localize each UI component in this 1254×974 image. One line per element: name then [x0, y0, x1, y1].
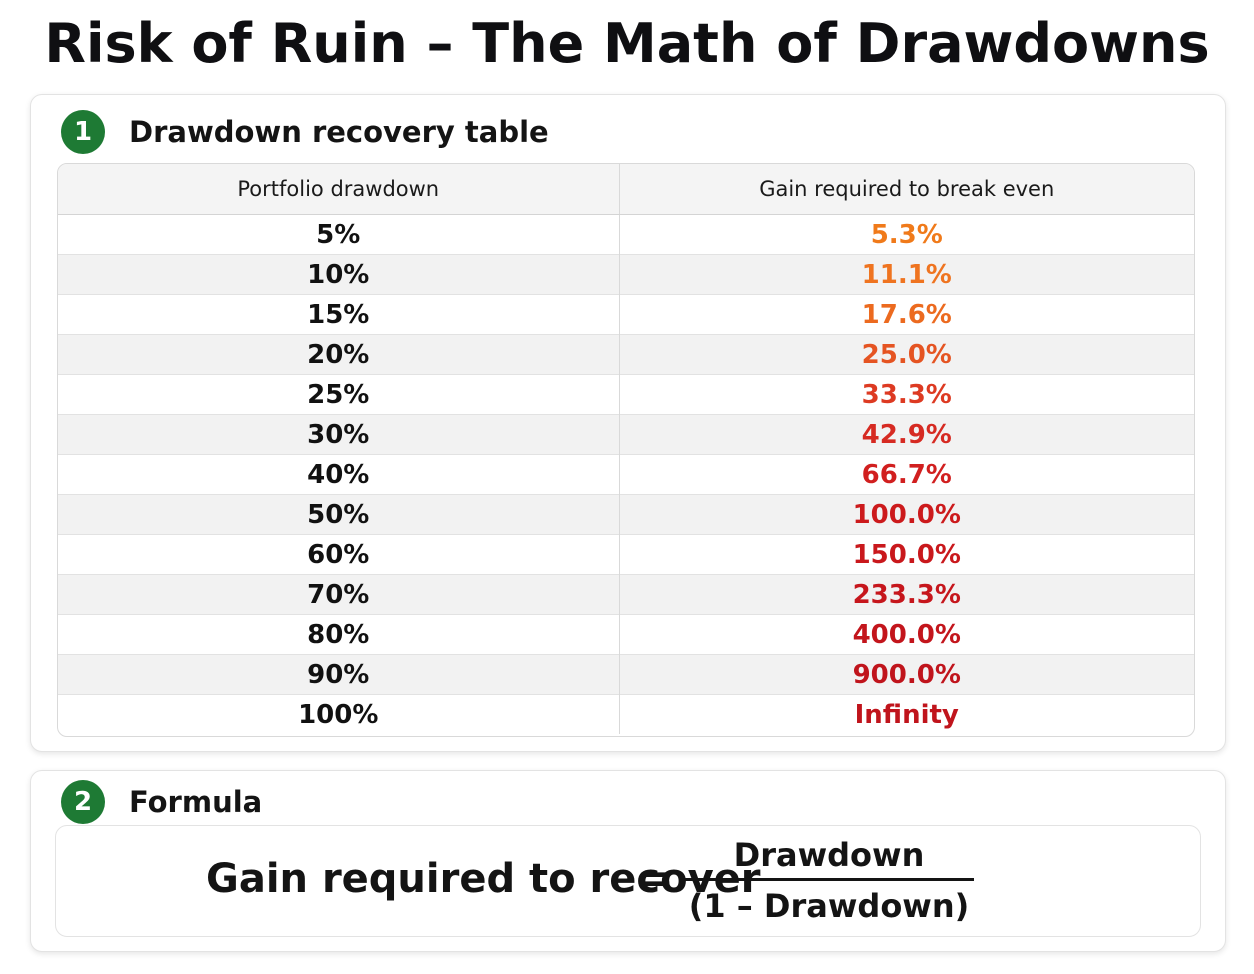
table-row: 40% 66.7%: [58, 454, 1194, 495]
section-header-table: 1 Drawdown recovery table: [61, 109, 549, 155]
table-row: 70% 233.3%: [58, 574, 1194, 615]
gain-required-cell: 17.6%: [619, 294, 1194, 335]
gain-required-cell: 66.7%: [619, 454, 1194, 495]
drawdown-cell: 80%: [58, 614, 620, 655]
drawdown-cell: 60%: [58, 534, 620, 575]
gain-required-cell: 25.0%: [619, 334, 1194, 375]
drawdown-cell: 100%: [58, 694, 620, 734]
drawdown-cell: 10%: [58, 254, 620, 295]
formula-left-side: Gain required to recover: [206, 856, 761, 902]
column-header-gain: Gain required to break even: [619, 164, 1194, 215]
section-title: Drawdown recovery table: [129, 115, 549, 149]
table-row: 90% 900.0%: [58, 654, 1194, 695]
table-row: 20% 25.0%: [58, 334, 1194, 375]
drawdown-cell: 25%: [58, 374, 620, 415]
recovery-table-card: 1 Drawdown recovery table Portfolio draw…: [30, 94, 1226, 752]
fraction-bar: [684, 878, 974, 881]
section-header-formula: 2 Formula: [61, 779, 262, 825]
gain-required-cell: 11.1%: [619, 254, 1194, 295]
drawdown-cell: 90%: [58, 654, 620, 695]
section-title: Formula: [129, 785, 263, 819]
gain-required-cell: 100.0%: [619, 494, 1194, 535]
drawdown-cell: 30%: [58, 414, 620, 455]
drawdown-cell: 70%: [58, 574, 620, 615]
table-row: 10% 11.1%: [58, 254, 1194, 295]
gain-required-cell: 400.0%: [619, 614, 1194, 655]
drawdown-cell: 20%: [58, 334, 620, 375]
column-header-drawdown: Portfolio drawdown: [58, 164, 620, 215]
formula-denominator: (1 – Drawdown): [688, 887, 970, 925]
gain-required-cell: 233.3%: [619, 574, 1194, 615]
table-body: 5% 5.3% 10% 11.1% 15% 17.6% 20% 25.0% 25% 33.3% 30…: [58, 214, 1194, 734]
table-row: 30% 42.9%: [58, 414, 1194, 455]
page-title: Risk of Ruin – The Math of Drawdowns: [44, 12, 1210, 75]
gain-required-cell: 33.3%: [619, 374, 1194, 415]
formula-equals-sign: =: [640, 856, 674, 902]
formula-card: 2 Formula Gain required to recover = Dra…: [30, 770, 1226, 952]
table-header-row: Portfolio drawdown Gain required to brea…: [58, 164, 1194, 215]
formula-box: Gain required to recover = Drawdown (1 –…: [55, 825, 1201, 937]
table-row: 15% 17.6%: [58, 294, 1194, 335]
drawdown-cell: 50%: [58, 494, 620, 535]
gain-required-cell: 150.0%: [619, 534, 1194, 575]
drawdown-cell: 5%: [58, 214, 620, 255]
recovery-table: Portfolio drawdown Gain required to brea…: [57, 163, 1195, 737]
formula-fraction: Drawdown (1 – Drawdown): [684, 834, 974, 927]
gain-required-cell: 900.0%: [619, 654, 1194, 695]
table-row: 60% 150.0%: [58, 534, 1194, 575]
formula-numerator: Drawdown: [733, 836, 925, 874]
table-row: 50% 100.0%: [58, 494, 1194, 535]
table-row: 100% Infinity: [58, 694, 1194, 734]
table-row: 80% 400.0%: [58, 614, 1194, 655]
drawdown-cell: 40%: [58, 454, 620, 495]
table-row: 25% 33.3%: [58, 374, 1194, 415]
section-number-badge: 2: [61, 780, 105, 824]
gain-required-cell: Infinity: [619, 694, 1194, 734]
gain-required-cell: 42.9%: [619, 414, 1194, 455]
gain-required-cell: 5.3%: [619, 214, 1194, 255]
section-number-badge: 1: [61, 110, 105, 154]
table-row: 5% 5.3%: [58, 214, 1194, 255]
drawdown-cell: 15%: [58, 294, 620, 335]
